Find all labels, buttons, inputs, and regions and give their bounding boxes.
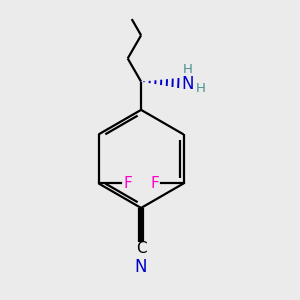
Text: H: H — [183, 63, 193, 76]
Text: N: N — [135, 259, 147, 277]
Text: N: N — [182, 75, 194, 93]
Text: F: F — [150, 176, 159, 191]
Text: H: H — [196, 82, 206, 95]
Text: C: C — [136, 241, 146, 256]
Text: F: F — [123, 176, 132, 191]
